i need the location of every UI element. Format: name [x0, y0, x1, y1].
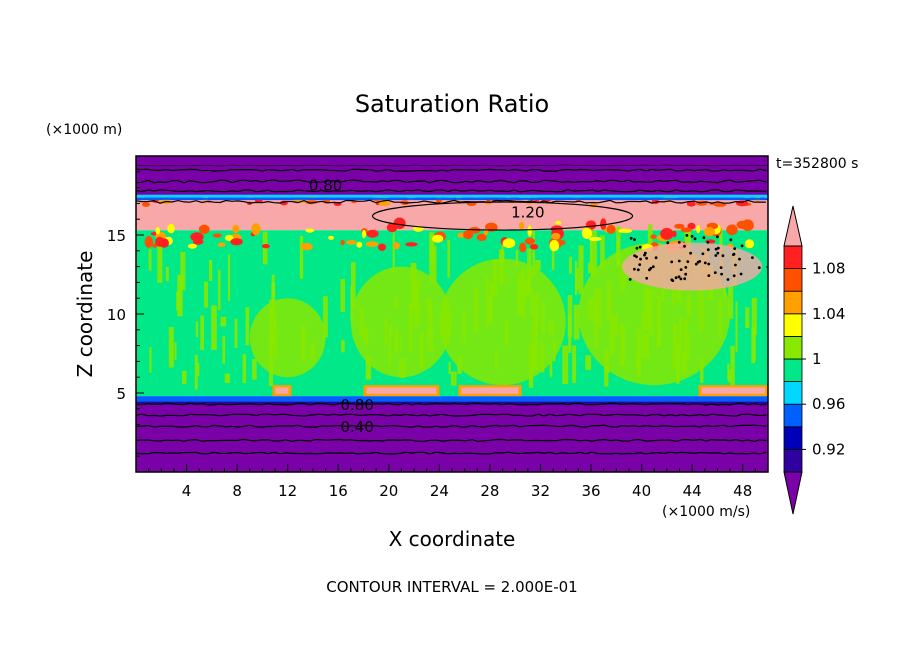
- band-ice-supersaturated-layer: [136, 200, 768, 231]
- y-tick-label: 5: [116, 385, 126, 403]
- colorbar-segment: [783, 381, 803, 405]
- contour-labels: 0.80 1.20 0.80 0.40: [309, 176, 545, 436]
- x-axis-label: X coordinate: [389, 527, 516, 551]
- contour-label: 1.20: [511, 203, 544, 221]
- time-label: t=352800 s: [776, 156, 858, 172]
- chart-title: Saturation Ratio: [355, 90, 549, 118]
- colorbar-upper-arrow: [783, 205, 803, 247]
- colorbar-segment: [783, 313, 803, 337]
- colorbar-segment: [783, 448, 803, 473]
- colorbar-segment: [783, 268, 803, 292]
- x-tick-label: 32: [531, 482, 550, 500]
- colorbar-label: 1.08: [812, 260, 845, 278]
- band-boundary: [136, 396, 768, 405]
- contour-lines: [136, 164, 768, 455]
- plot-area: [136, 156, 768, 472]
- x-tick-label: 44: [683, 482, 702, 500]
- y-tick-label: 10: [107, 306, 126, 324]
- x-tick-label: 36: [581, 482, 600, 500]
- x-tick-label: 40: [632, 482, 651, 500]
- x-axis: 4 8 12 16 20 24 28 32 36 40 44 48: [148, 464, 756, 500]
- y-axis-label: Z coordinate: [73, 251, 97, 378]
- x-unit-label: (×1000 m/s): [662, 504, 750, 520]
- colorbar: 0.92 0.96 1 1.04 1.08: [783, 205, 845, 515]
- x-tick-label: 20: [379, 482, 398, 500]
- x-tick-label: 24: [430, 482, 449, 500]
- y-tick-label: 15: [107, 227, 126, 245]
- colorbar-label: 0.92: [812, 440, 845, 458]
- colorbar-segment: [783, 358, 803, 383]
- x-tick-label: 12: [278, 482, 297, 500]
- contour-interval-note: CONTOUR INTERVAL = 2.000E-01: [326, 578, 577, 596]
- colorbar-label: 0.96: [812, 395, 845, 413]
- x-tick-label: 16: [329, 482, 348, 500]
- x-tick-label: 4: [182, 482, 192, 500]
- band-stratosphere: [136, 156, 768, 201]
- contour-label: 0.80: [340, 396, 373, 414]
- y-axis: 5 10 15: [107, 171, 144, 457]
- x-tick-label: 8: [232, 482, 242, 500]
- x-tick-label: 28: [480, 482, 499, 500]
- colorbar-segment: [783, 403, 803, 428]
- y-unit-label: (×1000 m): [46, 122, 122, 138]
- colorbar-label: 1: [812, 350, 822, 368]
- colorbar-segment: [783, 245, 803, 270]
- x-tick-label: 48: [733, 482, 752, 500]
- colorbar-segment: [783, 335, 803, 360]
- colorbar-lower-arrow: [783, 471, 803, 515]
- contour-label: 0.40: [340, 418, 373, 436]
- colorbar-segment: [783, 426, 803, 450]
- colorbar-label: 1.04: [812, 305, 845, 323]
- colorbar-segment: [783, 290, 803, 315]
- contour-label: 0.80: [309, 176, 342, 194]
